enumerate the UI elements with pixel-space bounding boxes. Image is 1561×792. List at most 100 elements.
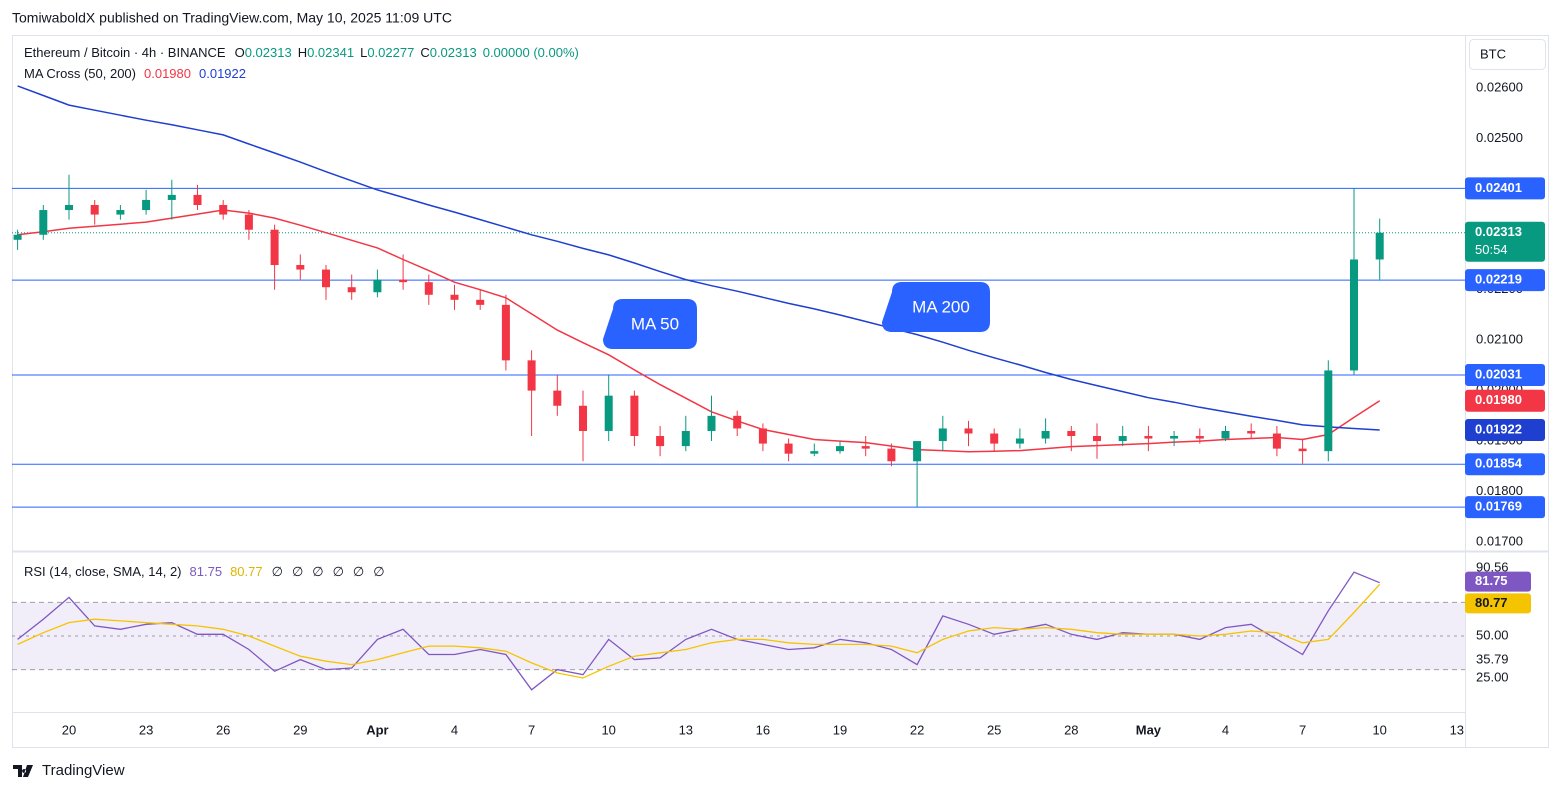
x-tick-label: 22	[910, 722, 924, 737]
attribution: TomiwaboldX published on TradingView.com…	[12, 10, 452, 26]
x-tick-label: 20	[62, 722, 76, 737]
candle-body	[347, 287, 356, 293]
rsi-title: RSI (14, close, SMA, 14, 2)	[24, 564, 182, 579]
candle-body	[90, 204, 99, 215]
candle-body	[784, 443, 793, 454]
legend-line: Ethereum / Bitcoin · 4h · BINANCE O0.0231…	[24, 45, 579, 60]
candle-body	[990, 433, 999, 444]
level-badge	[1465, 453, 1545, 476]
candle-body	[244, 214, 253, 230]
annotation-bubble	[603, 299, 697, 349]
last-price-badge	[1465, 221, 1545, 262]
ohlc-value: 0.02313	[245, 45, 292, 60]
candle-body	[1015, 438, 1024, 444]
rsi-extra: ∅	[373, 564, 384, 579]
candle-body	[373, 279, 382, 293]
candle-body	[1195, 436, 1204, 439]
candle-body	[1118, 436, 1127, 442]
logo-mark	[13, 765, 33, 777]
level-badge	[1465, 177, 1545, 200]
candle-body	[167, 194, 176, 200]
rsi-badge	[1465, 571, 1531, 592]
x-tick-label: 28	[1064, 722, 1078, 737]
candle-body	[219, 204, 228, 215]
candle-body	[553, 390, 562, 406]
rsi-legend: RSI (14, close, SMA, 14, 2) 81.75 80.77 ∅ ∅ ∅…	[24, 564, 385, 579]
currency: BTC	[1480, 46, 1506, 61]
level-badge	[1465, 269, 1545, 292]
chart-frame	[12, 35, 1549, 748]
moving-average-line	[17, 85, 1380, 431]
rsi-line	[17, 583, 1381, 679]
candle-body	[1375, 232, 1384, 260]
candle-body	[424, 282, 433, 295]
candle-body	[39, 210, 48, 235]
level-badge-text: 0.02219	[1475, 272, 1522, 287]
ohlc-name: L	[360, 45, 367, 60]
candle-body	[1247, 430, 1256, 434]
logo-text: TradingView	[42, 762, 125, 779]
indicator-value: 0.01922	[199, 66, 246, 81]
last-price-text: 0.02313	[1475, 224, 1522, 239]
ohlc-name: C	[420, 45, 429, 60]
ohlc-name: O	[235, 45, 245, 60]
x-tick-label: 23	[139, 722, 153, 737]
candle-body	[13, 234, 22, 240]
level-badge-text: 0.02031	[1475, 366, 1522, 381]
candle-body	[913, 441, 922, 462]
ohlc-value: 0.02277	[367, 45, 414, 60]
candle-body	[193, 194, 202, 205]
legend-line: MA Cross (50, 200) 0.01980 0.01922	[24, 66, 246, 81]
candle-body	[1144, 436, 1153, 439]
candle-body	[758, 428, 767, 444]
y-tick-label: 0.01800	[1476, 483, 1523, 498]
rsi-tick-label: 25.00	[1476, 669, 1509, 684]
x-tick-label: 29	[293, 722, 307, 737]
candle-body	[322, 269, 330, 288]
candle-body	[964, 428, 973, 434]
candle-body	[707, 415, 716, 431]
candle-body	[861, 446, 870, 449]
candle-body	[476, 299, 485, 305]
rsi-legend-value: 80.77	[230, 564, 263, 579]
candle-body	[604, 395, 613, 431]
ma-badge-text: 0.01980	[1475, 392, 1522, 407]
rsi-extra: ∅	[292, 564, 303, 579]
ma-badge	[1465, 418, 1545, 441]
candle-body	[887, 448, 896, 462]
x-tick-label: 25	[987, 722, 1001, 737]
x-tick-label: 7	[528, 722, 535, 737]
candle-body	[527, 360, 536, 391]
x-tick-label: 13	[1450, 722, 1464, 737]
candle-body	[579, 405, 587, 431]
candle-body	[116, 210, 125, 215]
currency-box[interactable]	[1469, 39, 1546, 70]
x-tick-label: 7	[1299, 722, 1306, 737]
candle-body	[270, 229, 279, 266]
x-tick-label: Apr	[366, 722, 388, 737]
x-tick-label: 4	[1222, 722, 1229, 737]
rsi-badge	[1465, 593, 1531, 614]
x-tick-label: 16	[756, 722, 770, 737]
ma-badge	[1465, 389, 1545, 412]
annotation-bubble	[882, 282, 990, 332]
x-tick-label: 26	[216, 722, 230, 737]
moving-average-line	[17, 209, 1381, 453]
candle-body	[1272, 433, 1281, 449]
candle-body	[296, 265, 305, 270]
candle-body	[501, 304, 510, 361]
x-tick-label: 10	[1372, 722, 1386, 737]
candle-body	[733, 415, 742, 429]
candle-body	[1170, 436, 1179, 439]
y-tick-label: 0.02100	[1476, 332, 1523, 347]
level-badge-text: 0.02401	[1475, 180, 1522, 195]
candle-body	[810, 451, 819, 454]
x-tick-label: 10	[601, 722, 615, 737]
x-tick-label: 19	[833, 722, 847, 737]
change: 0.00000 (0.00%)	[483, 45, 579, 60]
ohlc-value: 0.02313	[430, 45, 477, 60]
x-tick-label: 13	[679, 722, 693, 737]
y-tick-label: 0.02500	[1476, 130, 1523, 145]
candle-body	[142, 199, 151, 211]
